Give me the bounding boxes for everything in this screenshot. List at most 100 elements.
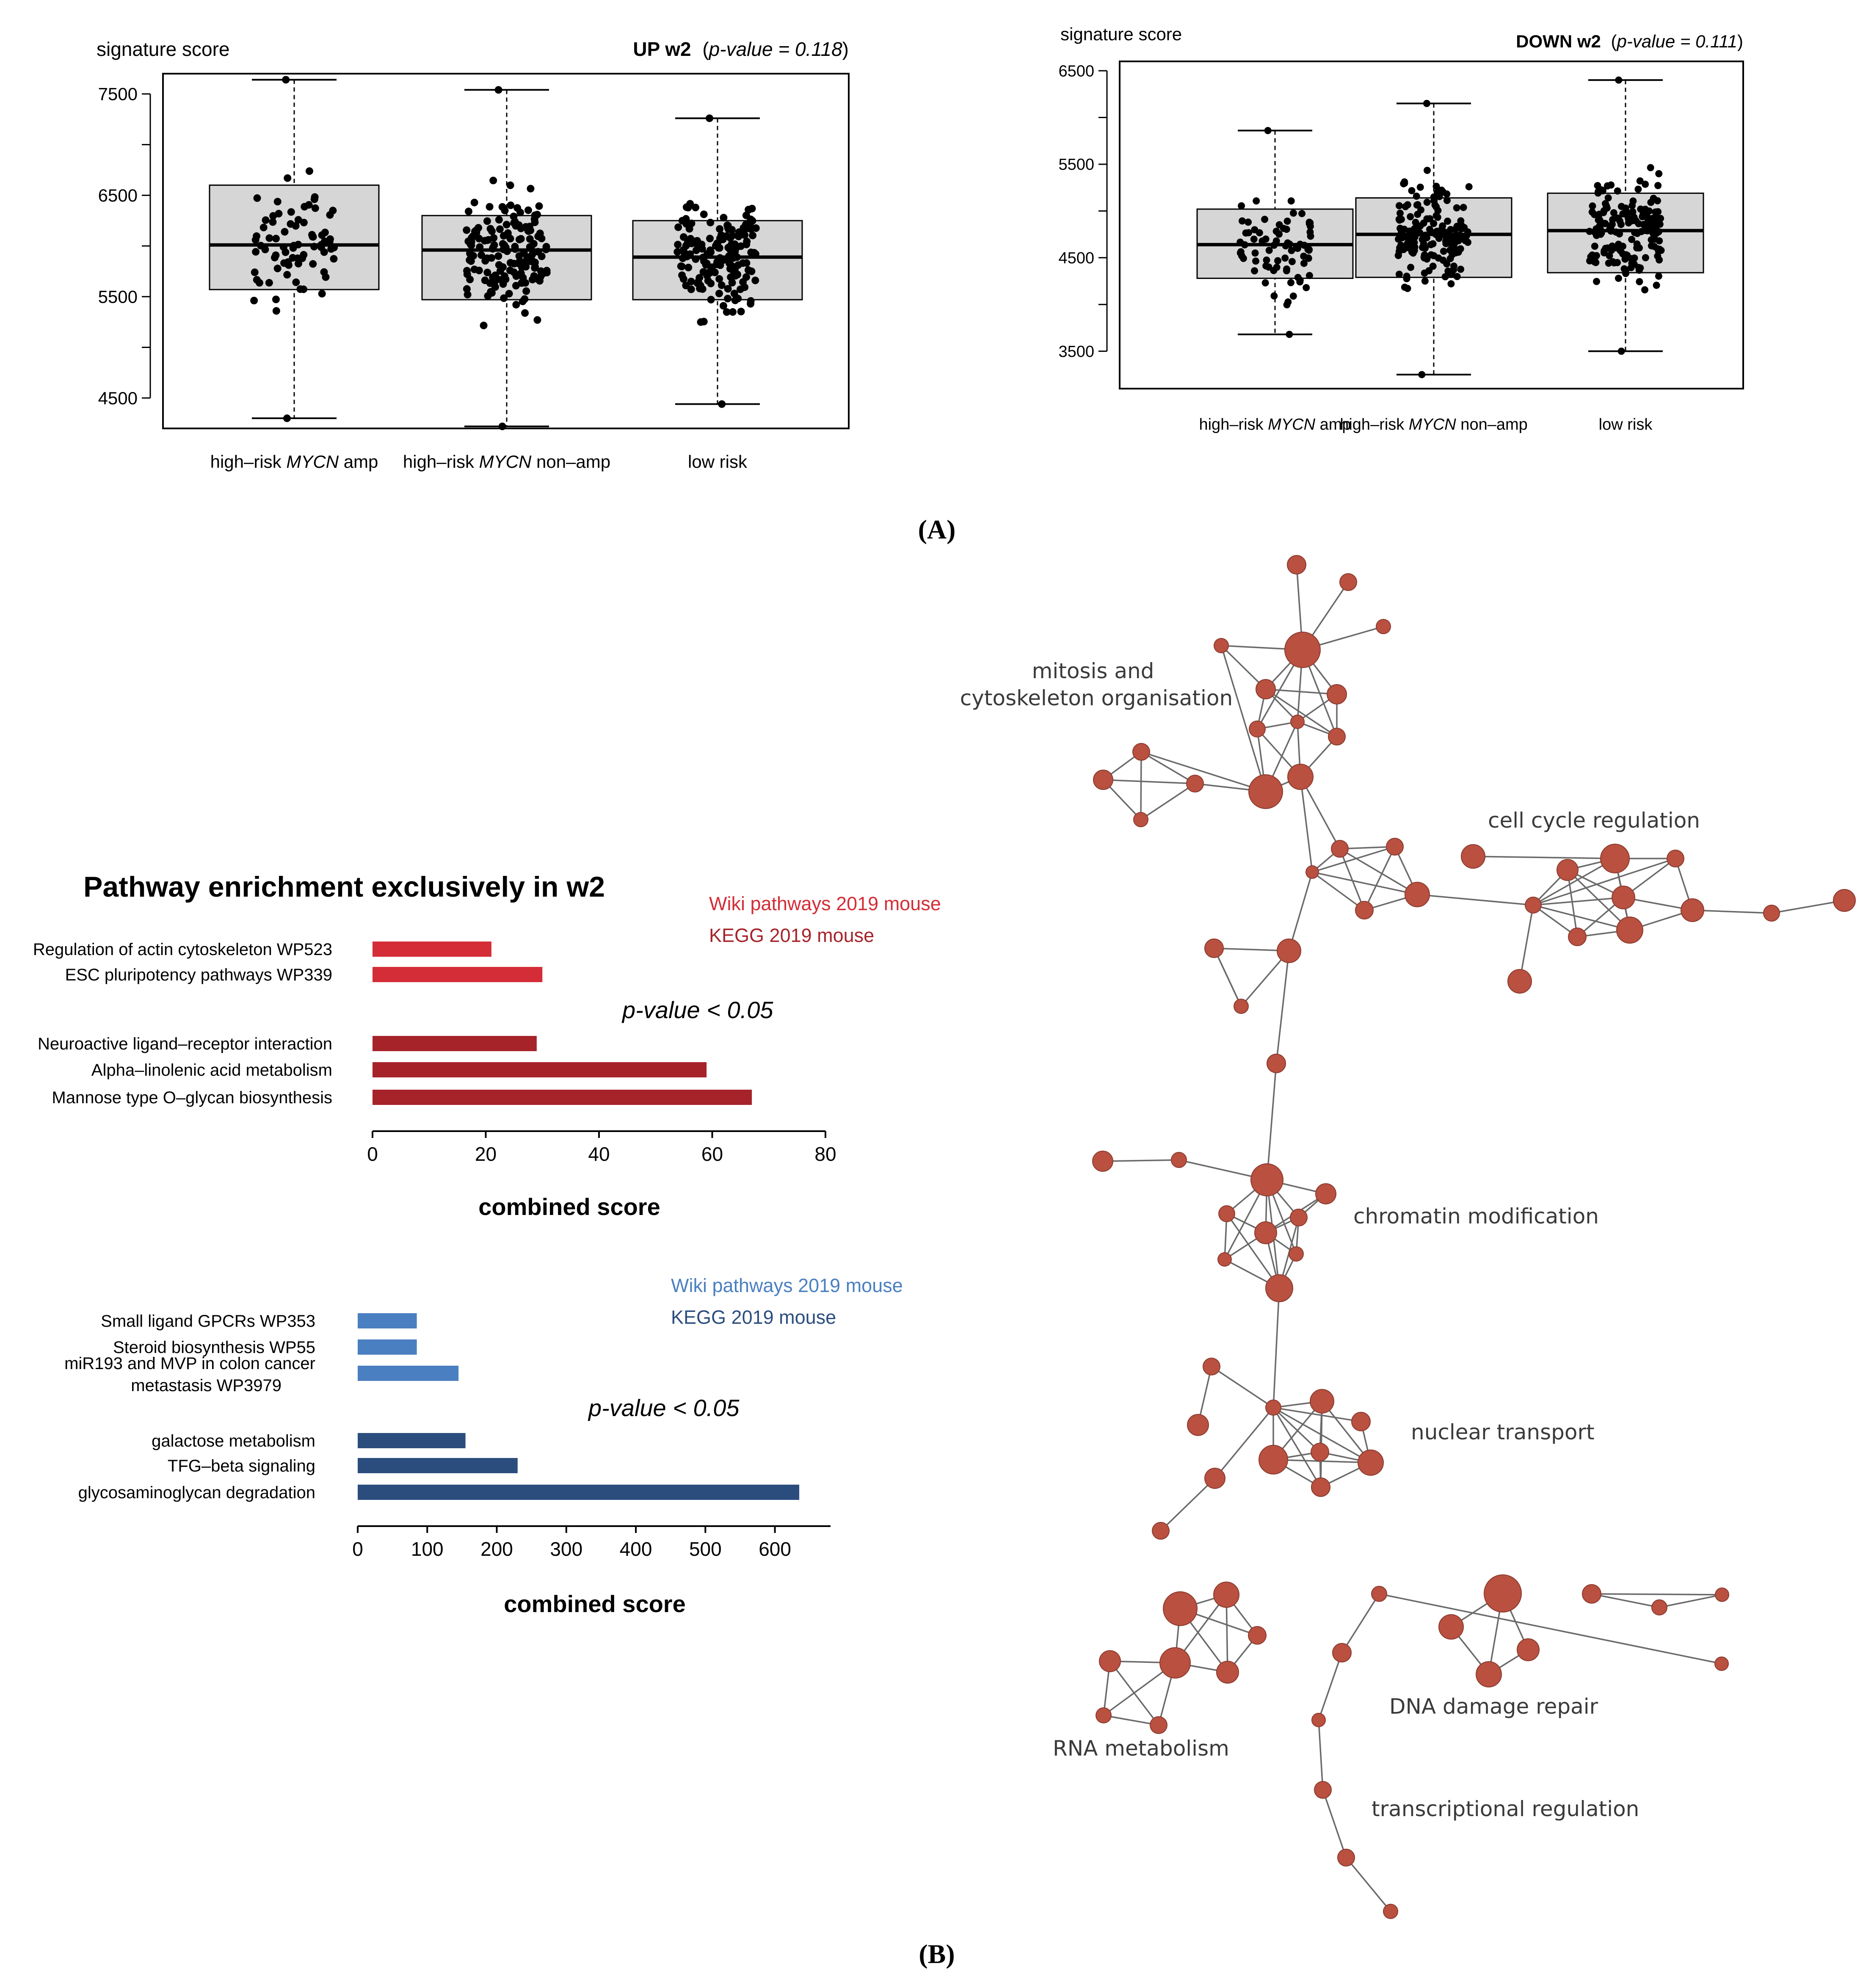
x-axis-label: combined score [504, 1590, 685, 1617]
network-node [1290, 1209, 1308, 1226]
data-point [1628, 202, 1636, 210]
network-node [1763, 905, 1780, 922]
data-point [1412, 218, 1419, 226]
network-edge [1591, 1593, 1722, 1596]
data-point [500, 294, 508, 302]
data-point [745, 206, 753, 214]
network-edge [1226, 1213, 1280, 1289]
data-point [1586, 228, 1593, 235]
network-node [1337, 1849, 1355, 1867]
panel-label-a: (A) [918, 514, 956, 544]
data-point [1607, 226, 1615, 234]
network-edge [1220, 645, 1267, 690]
data-point [1245, 218, 1252, 226]
network-edge [1273, 1459, 1371, 1463]
data-point [707, 218, 715, 226]
data-point [1452, 226, 1459, 233]
network-node [1265, 1400, 1281, 1416]
data-point [527, 185, 535, 193]
data-point [706, 235, 714, 243]
bar [373, 1090, 752, 1105]
data-point [1305, 218, 1313, 226]
data-point [678, 271, 686, 279]
network-edge [1160, 1477, 1216, 1532]
data-point [1615, 274, 1622, 282]
x-tick-label: 500 [689, 1538, 722, 1560]
network-node [1310, 1389, 1334, 1414]
network-node [1217, 1252, 1232, 1267]
data-point [292, 278, 300, 286]
network-node [1383, 1904, 1398, 1919]
data-point [1396, 210, 1404, 217]
data-point [1449, 251, 1456, 258]
data-point [723, 308, 731, 316]
data-point [1637, 264, 1644, 272]
data-point [1443, 196, 1451, 204]
data-point [526, 235, 534, 243]
data-point [476, 243, 484, 251]
y-tick-label: 6500 [98, 185, 138, 205]
data-point [724, 243, 732, 251]
data-point [1413, 201, 1421, 209]
data-point [715, 275, 723, 283]
data-point [470, 199, 478, 207]
data-point [1289, 209, 1297, 217]
data-point [692, 204, 700, 212]
data-point [716, 225, 724, 233]
network-node [1612, 886, 1635, 909]
bar-label: Mannose type O–glycan biosynthesis [52, 1088, 332, 1107]
bar-label: Regulation of actin cytoskeleton WP523 [33, 940, 332, 959]
data-point [467, 257, 475, 265]
data-point [1600, 249, 1608, 257]
network-node [1667, 850, 1684, 867]
data-point [1406, 227, 1413, 235]
cluster-label-rna-metabolism: RNA metabolism [1053, 1736, 1229, 1761]
data-point [1595, 216, 1602, 224]
data-point [1642, 180, 1649, 188]
data-point [1447, 280, 1455, 287]
data-point [272, 295, 280, 304]
data-point [477, 251, 486, 259]
y-tick-label: 5500 [98, 287, 138, 306]
data-point [1407, 264, 1415, 271]
data-point [1429, 262, 1437, 270]
network-node [1651, 1599, 1667, 1615]
network-node [1715, 1588, 1729, 1602]
data-point [534, 248, 542, 256]
data-point [706, 114, 714, 122]
network-edge [1273, 1407, 1361, 1422]
box-iqr [209, 184, 380, 290]
data-point [707, 295, 715, 304]
data-point [473, 226, 481, 234]
network-node [1371, 1586, 1387, 1602]
network-edge [1102, 1159, 1179, 1162]
data-point [1591, 258, 1598, 266]
chart-title: UP w2 (p-value = 0.118) [633, 38, 849, 60]
data-point [1286, 331, 1293, 338]
cluster-label-chromatin: chromatin modification [1353, 1204, 1599, 1229]
network-edge [1214, 947, 1289, 952]
network-edge [1379, 1593, 1722, 1665]
data-point [1251, 249, 1259, 257]
data-point [1398, 228, 1405, 235]
data-point [298, 254, 306, 262]
data-point [752, 224, 760, 232]
data-point [275, 210, 283, 218]
data-point [1591, 229, 1599, 236]
network-edge [1339, 848, 1365, 911]
network-node [1254, 1221, 1277, 1244]
data-point [517, 235, 525, 243]
data-point [1648, 227, 1656, 235]
data-point [300, 285, 308, 293]
data-point [1651, 213, 1659, 221]
data-point [1433, 227, 1441, 235]
data-point [251, 268, 259, 276]
x-category-label: low risk [1599, 416, 1653, 433]
network-node [1171, 1152, 1187, 1168]
network-node [1290, 715, 1305, 729]
data-point [1287, 197, 1295, 205]
data-point [1421, 244, 1429, 252]
data-point [1292, 244, 1300, 252]
data-point [1655, 272, 1662, 280]
data-point [534, 232, 542, 240]
